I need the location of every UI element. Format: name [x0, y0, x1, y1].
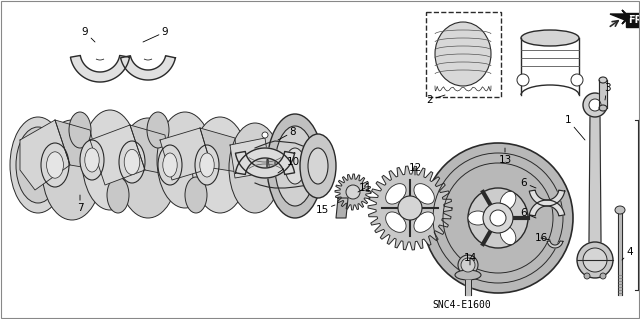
Text: 1: 1 — [564, 115, 585, 140]
Text: SNC4-E1600: SNC4-E1600 — [433, 300, 492, 310]
Text: 11: 11 — [358, 183, 372, 193]
Ellipse shape — [80, 140, 104, 180]
Ellipse shape — [455, 270, 481, 280]
Ellipse shape — [386, 212, 406, 232]
Ellipse shape — [500, 191, 516, 210]
Ellipse shape — [185, 177, 207, 213]
Ellipse shape — [147, 112, 169, 148]
Ellipse shape — [483, 203, 513, 233]
Ellipse shape — [398, 196, 422, 220]
Ellipse shape — [300, 134, 336, 198]
Ellipse shape — [346, 185, 360, 199]
Text: 13: 13 — [499, 148, 511, 165]
Polygon shape — [55, 120, 100, 170]
Ellipse shape — [158, 145, 182, 185]
Text: 12: 12 — [408, 163, 422, 175]
Text: 14: 14 — [463, 253, 477, 265]
Ellipse shape — [308, 148, 328, 184]
Ellipse shape — [500, 226, 516, 245]
Ellipse shape — [118, 118, 178, 218]
Text: 16: 16 — [534, 233, 550, 243]
Ellipse shape — [517, 74, 529, 86]
Ellipse shape — [16, 127, 60, 203]
Polygon shape — [70, 56, 129, 82]
Ellipse shape — [195, 145, 219, 185]
Ellipse shape — [615, 206, 625, 214]
Ellipse shape — [599, 105, 607, 111]
Text: 4: 4 — [622, 247, 634, 260]
Polygon shape — [236, 152, 294, 178]
Ellipse shape — [521, 30, 579, 46]
Ellipse shape — [10, 117, 66, 213]
Ellipse shape — [600, 273, 606, 279]
Ellipse shape — [107, 177, 129, 213]
Ellipse shape — [262, 132, 268, 138]
Ellipse shape — [414, 184, 435, 204]
Text: 5: 5 — [638, 200, 640, 210]
Ellipse shape — [267, 114, 323, 218]
Ellipse shape — [41, 143, 69, 187]
Ellipse shape — [84, 148, 99, 172]
Ellipse shape — [386, 184, 406, 204]
Ellipse shape — [584, 273, 590, 279]
Ellipse shape — [461, 258, 475, 272]
Polygon shape — [335, 174, 371, 210]
Polygon shape — [368, 166, 452, 250]
Text: 9: 9 — [143, 27, 168, 42]
Ellipse shape — [285, 148, 305, 184]
Ellipse shape — [192, 117, 248, 213]
Ellipse shape — [69, 112, 91, 148]
Polygon shape — [200, 128, 238, 172]
Polygon shape — [230, 138, 270, 178]
Polygon shape — [529, 200, 564, 216]
Polygon shape — [120, 56, 175, 80]
Ellipse shape — [490, 210, 506, 226]
Text: 10: 10 — [278, 157, 300, 173]
Text: FR.: FR. — [628, 15, 640, 25]
Polygon shape — [130, 125, 170, 175]
Polygon shape — [336, 198, 348, 218]
Polygon shape — [236, 148, 294, 174]
Ellipse shape — [163, 153, 177, 177]
Ellipse shape — [458, 255, 478, 275]
Ellipse shape — [42, 120, 102, 220]
Ellipse shape — [124, 149, 140, 174]
Text: 7: 7 — [77, 195, 83, 213]
Ellipse shape — [599, 77, 607, 83]
Ellipse shape — [229, 123, 281, 213]
Ellipse shape — [589, 99, 601, 111]
Ellipse shape — [583, 248, 607, 272]
FancyBboxPatch shape — [426, 12, 501, 97]
Ellipse shape — [157, 112, 213, 208]
Ellipse shape — [583, 93, 607, 117]
Ellipse shape — [435, 22, 491, 86]
Polygon shape — [589, 117, 601, 242]
Polygon shape — [90, 125, 145, 185]
Text: 6: 6 — [521, 208, 536, 218]
Text: 8: 8 — [278, 127, 296, 140]
Text: 9: 9 — [82, 27, 95, 42]
Polygon shape — [610, 10, 630, 24]
Ellipse shape — [468, 211, 488, 225]
Ellipse shape — [577, 242, 613, 278]
Text: 2: 2 — [427, 95, 445, 105]
Polygon shape — [547, 241, 563, 248]
Ellipse shape — [47, 152, 63, 178]
Ellipse shape — [82, 110, 138, 210]
Ellipse shape — [119, 141, 145, 183]
Ellipse shape — [200, 153, 214, 177]
Ellipse shape — [275, 126, 315, 206]
Text: 6: 6 — [521, 178, 536, 188]
Ellipse shape — [468, 188, 528, 248]
Text: 15: 15 — [316, 205, 335, 215]
Ellipse shape — [571, 74, 583, 86]
Ellipse shape — [414, 212, 435, 232]
Polygon shape — [20, 120, 70, 190]
Polygon shape — [529, 190, 564, 206]
Ellipse shape — [423, 143, 573, 293]
Polygon shape — [160, 128, 212, 180]
Text: 3: 3 — [604, 83, 611, 100]
